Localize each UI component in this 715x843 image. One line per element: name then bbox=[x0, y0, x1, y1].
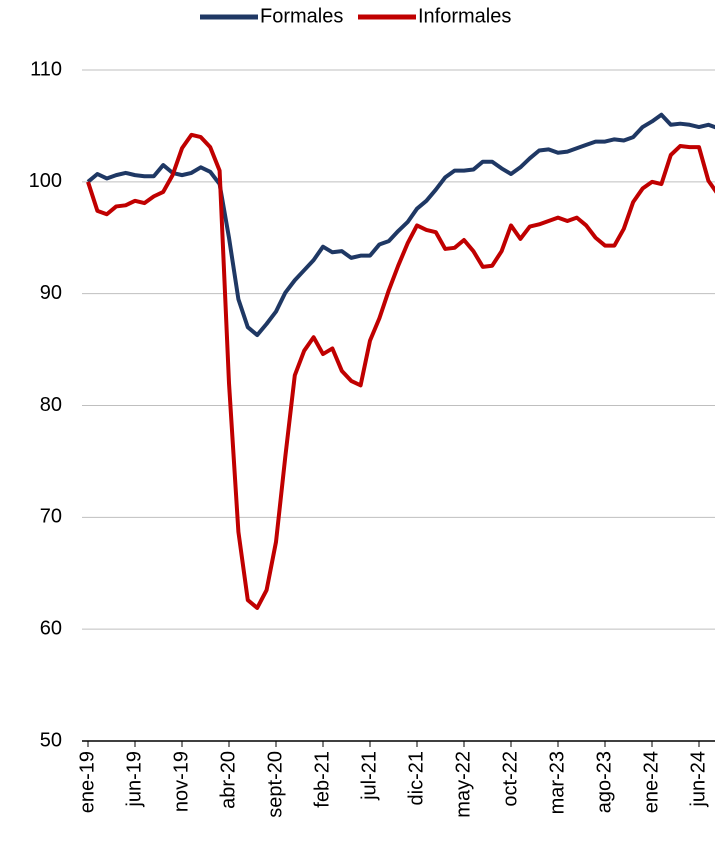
x-tick-label: jun-24 bbox=[687, 751, 709, 808]
y-tick-label: 110 bbox=[30, 58, 62, 80]
x-tick-label: abr-20 bbox=[217, 751, 239, 809]
x-tick-label: jun-19 bbox=[123, 751, 145, 808]
x-tick-label: oct-22 bbox=[499, 751, 521, 807]
x-tick-label: nov-19 bbox=[170, 751, 192, 812]
series-line bbox=[86, 132, 715, 610]
plot-area bbox=[86, 112, 715, 610]
x-tick-label: dic-21 bbox=[405, 751, 427, 805]
x-tick-label: feb-21 bbox=[311, 751, 333, 808]
y-tick-label: 60 bbox=[40, 617, 62, 639]
legend-label: Formales bbox=[260, 5, 343, 27]
x-tick-label: ene-19 bbox=[76, 751, 98, 813]
y-tick-label: 80 bbox=[40, 394, 62, 416]
x-tick-label: ago-23 bbox=[593, 751, 615, 813]
x-tick-label: mar-23 bbox=[546, 751, 568, 814]
y-tick-label: 70 bbox=[40, 506, 62, 528]
y-tick-label: 50 bbox=[40, 729, 62, 751]
x-tick-label: ene-24 bbox=[640, 751, 662, 813]
series-line bbox=[86, 112, 715, 338]
y-tick-label: 100 bbox=[29, 170, 62, 192]
legend-label: Informales bbox=[418, 5, 511, 27]
x-tick-label: sept-20 bbox=[264, 751, 286, 818]
x-tick-label: jul-21 bbox=[358, 751, 380, 801]
x-tick-label: may-22 bbox=[452, 751, 474, 818]
y-tick-label: 90 bbox=[40, 282, 62, 304]
